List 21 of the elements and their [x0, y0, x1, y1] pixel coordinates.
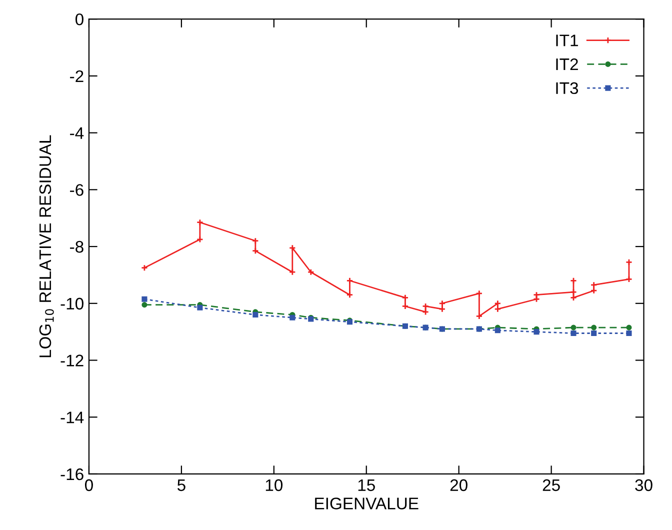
x-tick-label: 15	[358, 479, 375, 492]
x-tick-label: 5	[177, 479, 186, 492]
y-tick-label: -16	[60, 468, 84, 480]
y-tick-label: -10	[60, 298, 84, 310]
y-tick-label: -4	[70, 127, 84, 139]
x-tick-label: 0	[84, 479, 93, 492]
x-tick-label: 25	[542, 479, 560, 492]
legend-label: IT2	[556, 58, 578, 70]
x-tick-label: 10	[266, 479, 283, 492]
y-tick-label: -6	[70, 184, 84, 196]
y-tick-label: -8	[70, 240, 84, 253]
y-tick-label: -2	[70, 70, 84, 82]
legend-label: IT1	[556, 34, 578, 46]
y-tick-label: -12	[60, 354, 84, 366]
legend-label: IT3	[556, 82, 578, 94]
y-tick-label: -14	[60, 412, 84, 424]
x-tick-label: 30	[635, 479, 652, 492]
x-tick-label: 20	[450, 479, 468, 492]
x-axis-title: EIGENVALUE	[315, 498, 418, 510]
y-tick-label: 0	[75, 13, 84, 26]
y-axis-title: LOG$_{10}$ RELATIVE RESIDUAL	[39, 135, 54, 358]
